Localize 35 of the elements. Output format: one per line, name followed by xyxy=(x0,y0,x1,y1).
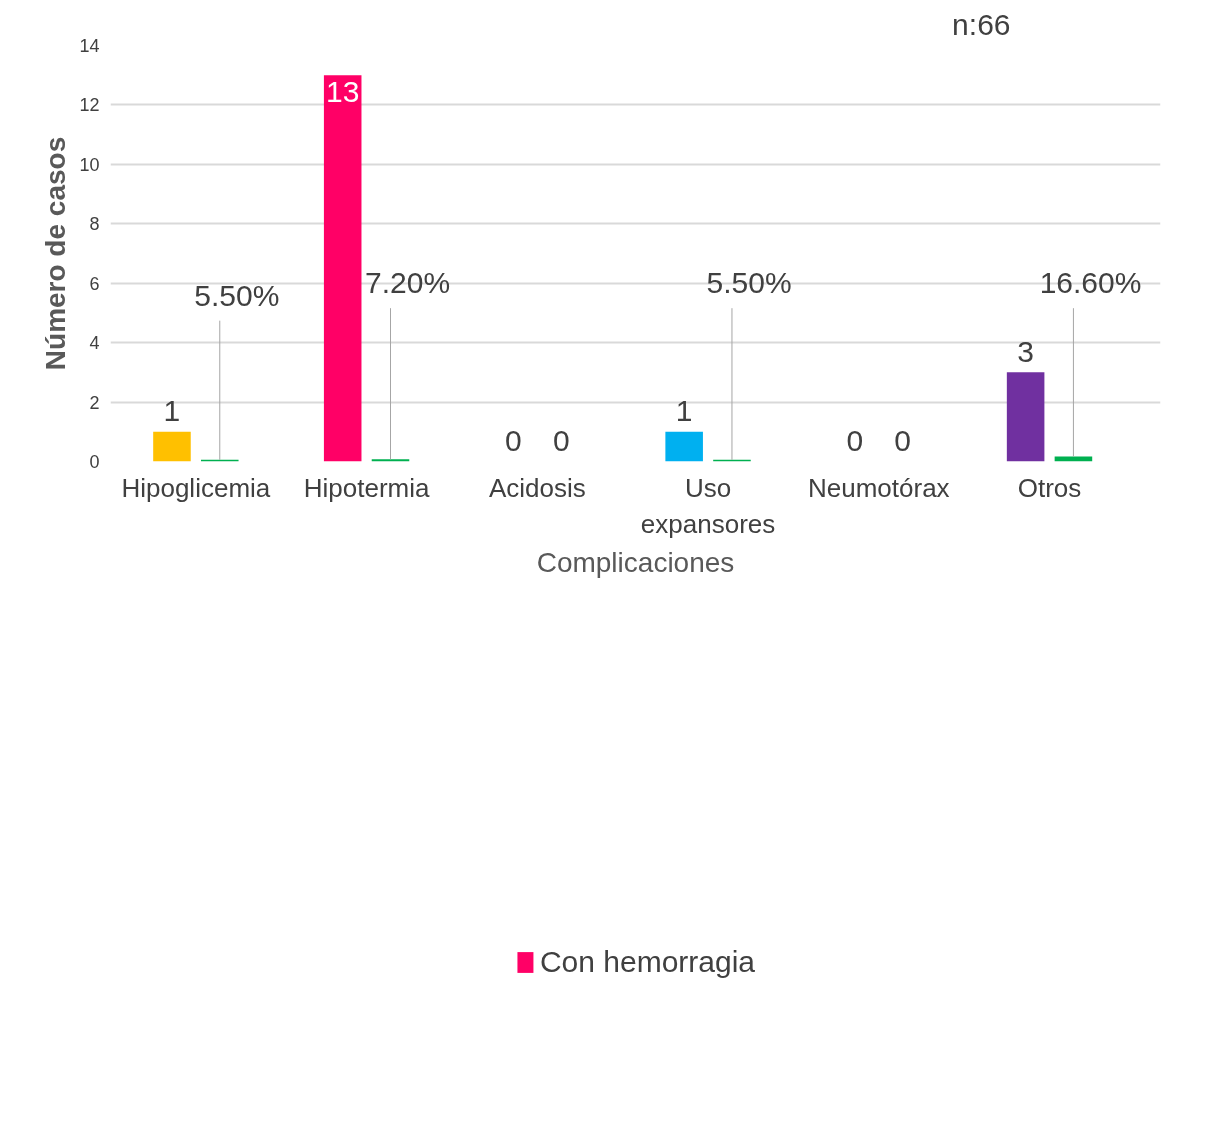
y-tick-label: 0 xyxy=(89,452,100,472)
bar xyxy=(665,431,703,462)
data-label: 0 xyxy=(552,424,570,458)
y-tick-label: 12 xyxy=(79,95,100,116)
y-tick-label: 10 xyxy=(79,154,100,175)
y-tick-label: 14 xyxy=(79,36,100,56)
data-label: 5.50% xyxy=(706,266,792,300)
x-tick-label: Hipoglicemia xyxy=(121,472,271,503)
data-label: 3 xyxy=(1017,334,1034,368)
x-tick-label: Acidosis xyxy=(488,472,586,503)
data-label: 1 xyxy=(675,394,693,428)
y-axis-title: Número de casos xyxy=(40,136,72,371)
data-label: 0 xyxy=(505,424,522,458)
bar xyxy=(371,459,410,462)
x-tick-label: Neumotórax xyxy=(807,472,950,503)
data-label: 1 xyxy=(163,394,181,428)
y-tick-label: 4 xyxy=(89,333,100,354)
text: n:66 xyxy=(952,7,1011,41)
x-tick-label: Otros xyxy=(1017,472,1082,503)
x-axis-title: Complicaciones xyxy=(536,546,735,578)
data-label: 5.50% xyxy=(194,278,280,312)
bar xyxy=(1006,372,1045,462)
y-tick-label: 8 xyxy=(89,214,100,235)
legend-label: Con hemorragia xyxy=(539,944,756,979)
bar xyxy=(323,75,362,462)
x-tick-label: Uso expansores xyxy=(640,472,776,539)
bar xyxy=(153,431,191,462)
y-tick-label: 6 xyxy=(89,273,100,294)
data-label: 0 xyxy=(894,424,912,458)
data-label: 7.20% xyxy=(365,266,451,300)
y-tick-label: 2 xyxy=(89,392,100,413)
data-label: 0 xyxy=(846,424,864,458)
data-label: 16.60% xyxy=(1039,266,1142,300)
data-label: 13 xyxy=(326,75,360,109)
x-tick-label: Hipotermia xyxy=(303,472,430,503)
